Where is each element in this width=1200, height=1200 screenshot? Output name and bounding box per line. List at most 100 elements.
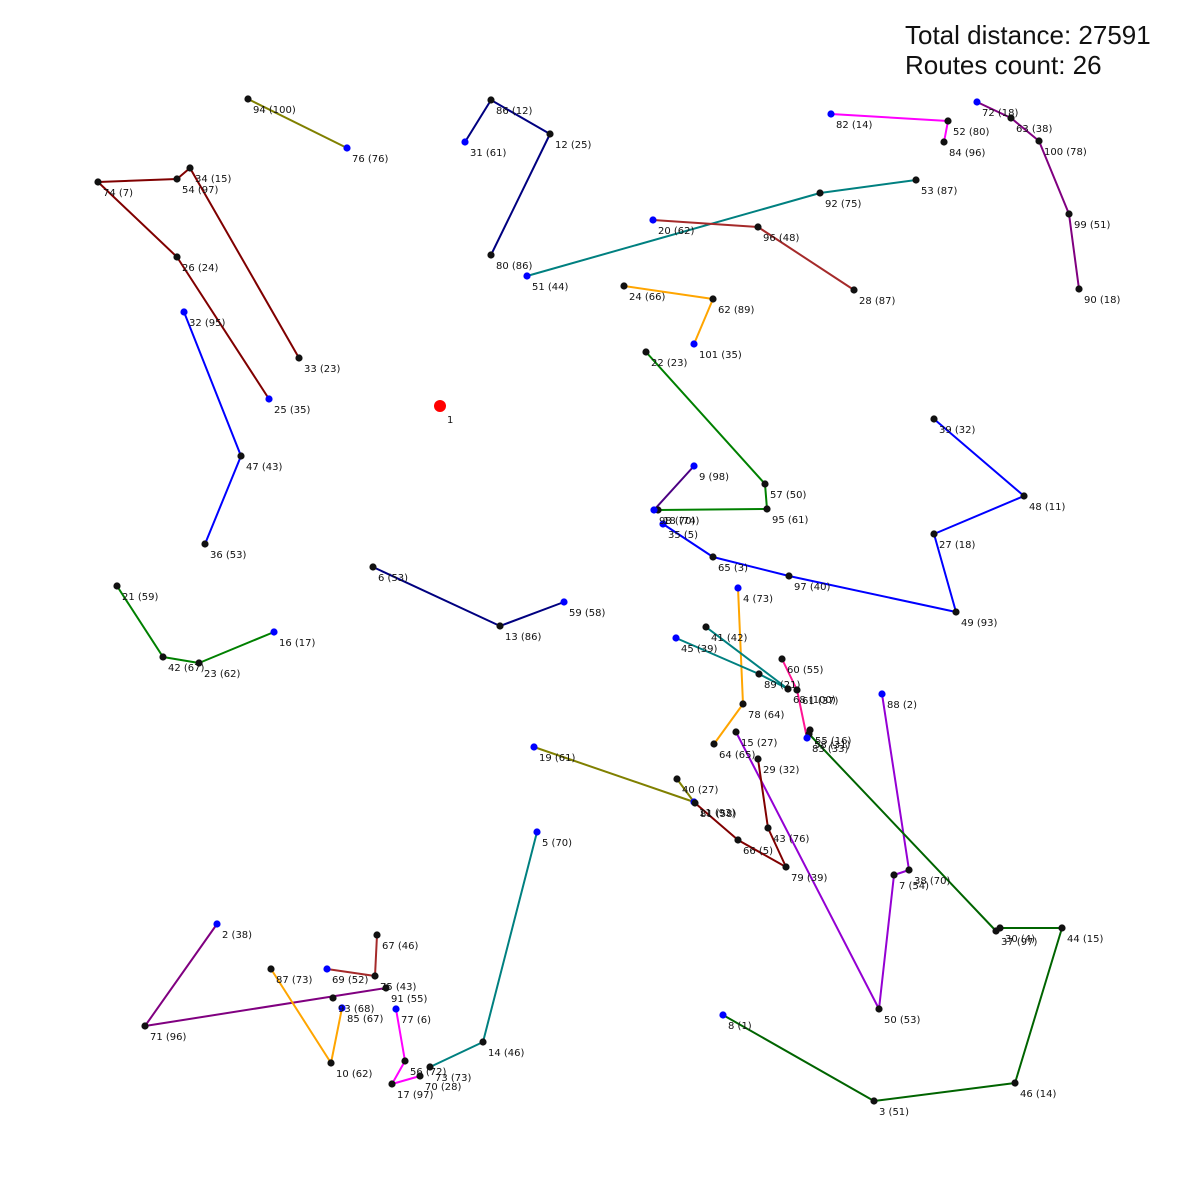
node-20 <box>649 216 657 224</box>
node-label-90: 90 (18) <box>1084 295 1121 306</box>
node-label-34: 34 (15) <box>195 174 232 185</box>
node-16 <box>270 628 278 636</box>
node-label-50: 50 (53) <box>884 1015 921 1026</box>
node-label-29: 29 (32) <box>763 765 800 776</box>
node-label-25: 25 (35) <box>274 405 311 416</box>
node-label-84: 84 (96) <box>949 148 986 159</box>
node-label-9: 9 (98) <box>699 472 729 483</box>
node-15 <box>732 728 740 736</box>
node-79 <box>782 863 790 871</box>
node-33 <box>295 354 303 362</box>
node-label-5: 5 (70) <box>542 838 572 849</box>
node-label-22: 22 (23) <box>651 358 688 369</box>
node-53 <box>912 176 920 184</box>
node-label-73: 73 (73) <box>435 1073 472 1084</box>
node-25 <box>265 395 273 403</box>
node-98 <box>650 506 658 514</box>
node-label-26: 26 (24) <box>182 263 219 274</box>
node-label-89: 89 (21) <box>764 680 801 691</box>
node-label-51: 51 (44) <box>532 282 569 293</box>
node-85 <box>338 1004 346 1012</box>
node-label-38: 38 (70) <box>914 876 951 887</box>
node-10 <box>327 1059 335 1067</box>
nodes-layer <box>94 95 1083 1105</box>
node-94 <box>244 95 252 103</box>
node-label-93: 93 (68) <box>338 1004 375 1015</box>
node-32 <box>180 308 188 316</box>
node-label-83: 83 (33) <box>812 744 849 755</box>
node-74 <box>94 178 102 186</box>
route-line-2 <box>464 99 551 256</box>
node-label-37: 37 (97) <box>1001 937 1038 948</box>
node-90 <box>1075 285 1083 293</box>
route-line-19 <box>722 733 1063 1102</box>
node-64 <box>710 740 718 748</box>
node-label-62: 62 (89) <box>718 305 755 316</box>
node-label-18: 18 (74) <box>663 516 700 527</box>
node-76 <box>343 144 351 152</box>
node-label-92: 92 (75) <box>825 199 862 210</box>
node-label-4: 4 (73) <box>743 594 773 605</box>
node-label-21: 21 (59) <box>122 592 159 603</box>
node-46 <box>1011 1079 1019 1087</box>
node-label-44: 44 (15) <box>1067 934 1104 945</box>
node-84 <box>940 138 948 146</box>
route-line-1 <box>247 98 348 149</box>
node-label-86: 86 (12) <box>496 106 533 117</box>
node-40 <box>673 775 681 783</box>
node-21 <box>113 582 121 590</box>
node-73 <box>426 1063 434 1071</box>
node-label-31: 31 (61) <box>470 148 507 159</box>
node-label-69: 69 (52) <box>332 975 369 986</box>
node-label-24: 24 (66) <box>629 292 666 303</box>
node-7 <box>890 871 898 879</box>
node-23 <box>195 659 203 667</box>
node-91 <box>382 984 390 992</box>
node-label-85: 85 (67) <box>347 1014 384 1025</box>
node-100 <box>1035 137 1043 145</box>
node-37 <box>992 927 1000 935</box>
node-12 <box>546 130 554 138</box>
node-50 <box>875 1005 883 1013</box>
node-label-88: 88 (2) <box>887 700 917 711</box>
node-56 <box>401 1057 409 1065</box>
node-label-99: 99 (51) <box>1074 220 1111 231</box>
node-45 <box>672 634 680 642</box>
node-label-59: 59 (58) <box>569 608 606 619</box>
total-distance: Total distance: 27591 <box>905 20 1151 50</box>
node-63 <box>1007 114 1015 122</box>
node-label-36: 36 (53) <box>210 550 247 561</box>
node-83 <box>803 734 811 742</box>
node-label-2: 2 (38) <box>222 930 252 941</box>
node-label-57: 57 (50) <box>770 490 807 501</box>
route-line-12 <box>662 418 1025 613</box>
node-label-30: 30 (4) <box>1005 934 1035 945</box>
node-label-81: 81 (58) <box>700 809 737 820</box>
node-80 <box>487 251 495 259</box>
node-6 <box>369 563 377 571</box>
node-59 <box>560 598 568 606</box>
node-label-41: 41 (42) <box>711 633 748 644</box>
node-label-70: 70 (28) <box>425 1082 462 1093</box>
node-label-58: 58 (31) <box>814 740 851 751</box>
node-label-15: 15 (27) <box>741 738 778 749</box>
node-34 <box>186 164 194 172</box>
node-label-101: 101 (35) <box>699 350 742 361</box>
node-label-82: 82 (14) <box>836 120 873 131</box>
node-label-60: 60 (55) <box>787 665 824 676</box>
node-label-7: 7 (54) <box>899 881 929 892</box>
node-label-78: 78 (64) <box>748 710 785 721</box>
routes-layer <box>97 98 1080 1102</box>
node-81 <box>691 799 699 807</box>
node-42 <box>159 653 167 661</box>
node-label-76: 76 (76) <box>352 154 389 165</box>
node-70 <box>416 1072 424 1080</box>
node-label-96: 96 (48) <box>763 233 800 244</box>
node-label-66: 66 (5) <box>743 846 773 857</box>
node-label-72: 72 (18) <box>982 108 1019 119</box>
node-67 <box>373 931 381 939</box>
node-4 <box>734 584 742 592</box>
node-57 <box>761 480 769 488</box>
node-49 <box>952 608 960 616</box>
node-label-17: 17 (97) <box>397 1090 434 1101</box>
